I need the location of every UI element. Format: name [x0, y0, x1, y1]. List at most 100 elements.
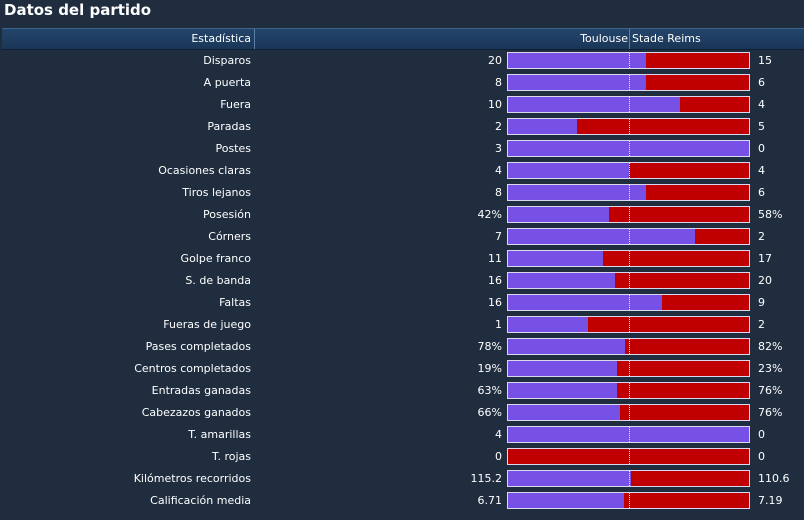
comparison-bar	[507, 316, 750, 333]
comparison-bar	[507, 448, 750, 465]
home-share-fill	[508, 493, 625, 508]
stats-list: Disparos 20 15 A puerta 8 6 Fuera 10 4 Paradas 2 5 P…	[0, 50, 804, 512]
stat-label: T. rojas	[212, 450, 251, 463]
away-value: 110.6	[758, 472, 790, 485]
midpoint-marker	[629, 493, 630, 508]
home-share-fill	[508, 75, 646, 90]
home-value: 3	[495, 142, 502, 155]
away-value: 0	[758, 142, 765, 155]
stat-label: Fueras de juego	[163, 318, 251, 331]
away-value: 4	[758, 98, 765, 111]
home-share-fill	[508, 405, 621, 420]
comparison-bar	[507, 118, 750, 135]
away-value: 82%	[758, 340, 783, 353]
stat-label: Golpe franco	[180, 252, 251, 265]
away-value: 9	[758, 296, 765, 309]
midpoint-marker	[629, 471, 630, 486]
stat-label: T. amarillas	[188, 428, 251, 441]
stat-row: Faltas 16 9	[0, 292, 804, 314]
away-value: 15	[758, 54, 772, 67]
home-value: 11	[488, 252, 502, 265]
midpoint-marker	[629, 141, 630, 156]
midpoint-marker	[629, 119, 630, 134]
comparison-bar	[507, 96, 750, 113]
stat-row: Ocasiones claras 4 4	[0, 160, 804, 182]
midpoint-marker	[629, 449, 630, 464]
away-value: 20	[758, 274, 772, 287]
column-header-statistic[interactable]: Estadística	[2, 29, 255, 49]
comparison-bar	[507, 470, 750, 487]
midpoint-marker	[629, 317, 630, 332]
stat-row: Kilómetros recorridos 115.2 110.6	[0, 468, 804, 490]
midpoint-marker	[629, 207, 630, 222]
home-share-fill	[508, 339, 626, 354]
stat-row: S. de banda 16 20	[0, 270, 804, 292]
midpoint-marker	[629, 361, 630, 376]
stat-row: Posesión 42% 58%	[0, 204, 804, 226]
home-value: 16	[488, 274, 502, 287]
home-share-fill	[508, 97, 681, 112]
stat-label: Kilómetros recorridos	[133, 472, 251, 485]
home-share-fill	[508, 141, 749, 156]
comparison-bar	[507, 426, 750, 443]
stat-row: Córners 7 2	[0, 226, 804, 248]
home-value: 4	[495, 428, 502, 441]
midpoint-marker	[629, 185, 630, 200]
home-value: 6.71	[477, 494, 503, 507]
home-share-fill	[508, 207, 610, 222]
comparison-bar	[507, 338, 750, 355]
home-share-fill	[508, 471, 631, 486]
away-value: 7.19	[758, 494, 783, 507]
home-share-fill	[508, 163, 629, 178]
home-value: 20	[488, 54, 502, 67]
stat-row: Cabezazos ganados 66% 76%	[0, 402, 804, 424]
stat-label: Ocasiones claras	[158, 164, 251, 177]
home-share-fill	[508, 273, 616, 288]
home-value: 16	[488, 296, 502, 309]
comparison-bar	[507, 492, 750, 509]
comparison-bar	[507, 250, 750, 267]
stat-label: Faltas	[219, 296, 251, 309]
home-share-fill	[508, 251, 603, 266]
stat-label: Pases completados	[145, 340, 251, 353]
home-value: 42%	[477, 208, 502, 221]
stat-row: Tiros lejanos 8 6	[0, 182, 804, 204]
column-header-home-team: Toulouse	[580, 32, 628, 45]
away-value: 0	[758, 450, 765, 463]
away-value: 6	[758, 186, 765, 199]
stat-row: Paradas 2 5	[0, 116, 804, 138]
midpoint-marker	[629, 229, 630, 244]
stat-row: A puerta 8 6	[0, 72, 804, 94]
away-value: 4	[758, 164, 765, 177]
stat-row: Entradas ganadas 63% 76%	[0, 380, 804, 402]
stat-label: Disparos	[203, 54, 251, 67]
midpoint-marker	[629, 97, 630, 112]
stat-label: Tiros lejanos	[182, 186, 251, 199]
stat-label: Cabezazos ganados	[141, 406, 251, 419]
home-value: 7	[495, 230, 502, 243]
home-value: 78%	[477, 340, 502, 353]
stat-row: Fueras de juego 1 2	[0, 314, 804, 336]
midpoint-marker	[629, 273, 630, 288]
stats-header: Estadística Toulouse Stade Reims	[2, 28, 804, 50]
stat-label: Centros completados	[134, 362, 251, 375]
stat-row: Pases completados 78% 82%	[0, 336, 804, 358]
home-share-fill	[508, 317, 589, 332]
stat-label: A puerta	[203, 76, 251, 89]
stat-label: Paradas	[207, 120, 251, 133]
midpoint-marker	[629, 53, 630, 68]
column-header-away-team: Stade Reims	[632, 32, 701, 45]
away-value: 2	[758, 318, 765, 331]
header-divider	[629, 29, 630, 49]
midpoint-marker	[629, 251, 630, 266]
comparison-bar	[507, 184, 750, 201]
stat-label: Entradas ganadas	[151, 384, 251, 397]
stat-row: Golpe franco 11 17	[0, 248, 804, 270]
midpoint-marker	[629, 427, 630, 442]
home-share-fill	[508, 53, 646, 68]
home-value: 10	[488, 98, 502, 111]
away-value: 76%	[758, 406, 783, 419]
away-value: 5	[758, 120, 765, 133]
comparison-bar	[507, 294, 750, 311]
